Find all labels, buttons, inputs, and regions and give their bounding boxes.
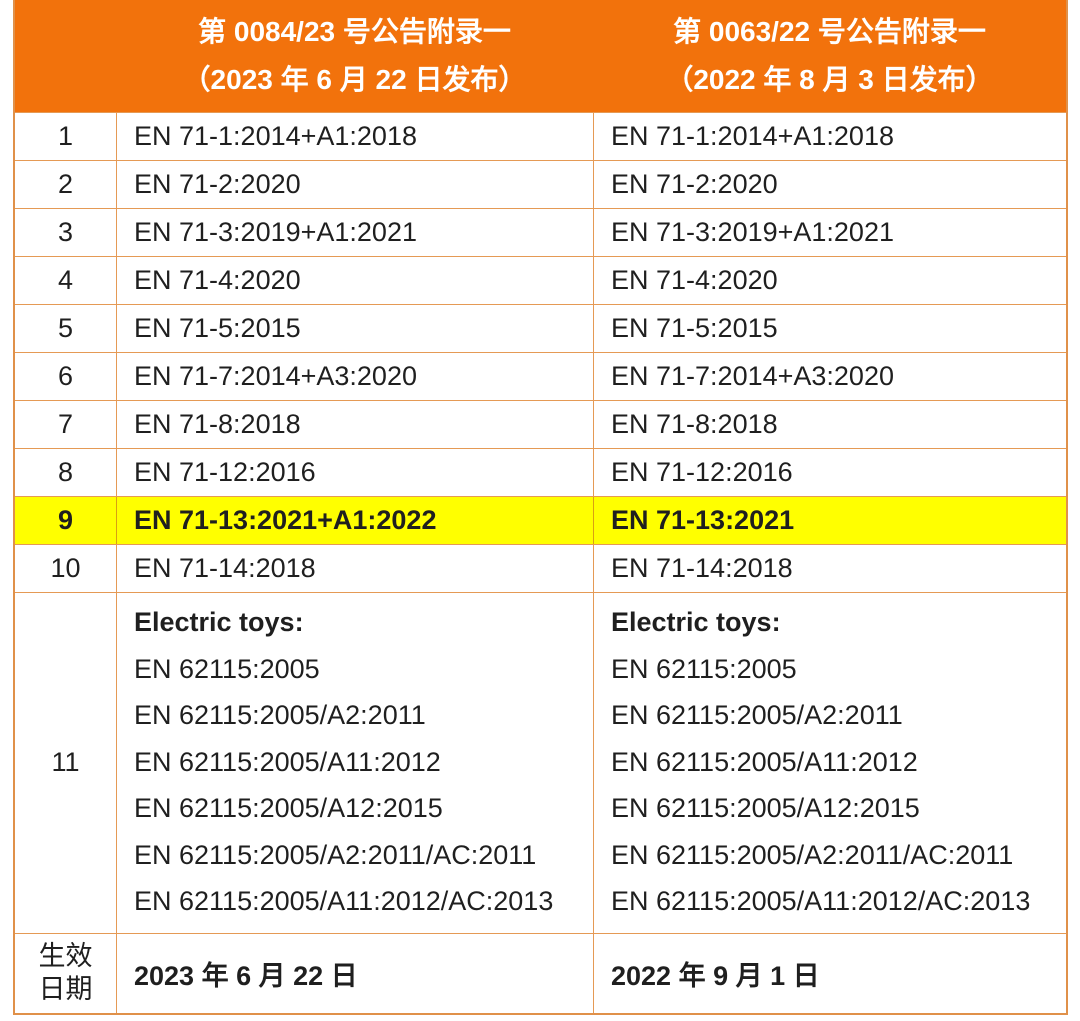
standard-b: EN 71-4:2020 <box>593 257 1066 304</box>
standard-line: EN 62115:2005/A11:2012/AC:2013 <box>611 886 1031 916</box>
row-number: 9 <box>57 505 74 535</box>
standard-a: EN 71-3:2019+A1:2021 <box>116 209 593 256</box>
standards-comparison-table: 第 0084/23 号公告附录一 （2023 年 6 月 22 日发布） 第 0… <box>13 0 1068 1015</box>
standard-a: EN 71-4:2020 <box>116 257 593 304</box>
table-row: 1 EN 71-1:2014+A1:2018 EN 71-1:2014+A1:2… <box>15 112 1066 160</box>
row-number: 5 <box>57 313 74 343</box>
standard-line: EN 62115:2005/A11:2012/AC:2013 <box>134 886 554 916</box>
standard-b: EN 71-1:2014+A1:2018 <box>593 113 1066 160</box>
standard-line: EN 62115:2005 <box>134 653 320 684</box>
row-number: 8 <box>57 457 74 487</box>
standard-a: EN 71-7:2014+A3:2020 <box>116 353 593 400</box>
standard-a: EN 71-5:2015 <box>116 305 593 352</box>
header-b-title: 第 0063/22 号公告附录一 <box>673 16 986 47</box>
row-number: 2 <box>57 169 74 199</box>
standard-line: EN 62115:2005/A12:2015 <box>611 793 920 823</box>
standard-a: EN 71-8:2018 <box>116 401 593 448</box>
row-number: 3 <box>57 217 74 247</box>
table-row: 4 EN 71-4:2020 EN 71-4:2020 <box>15 256 1066 304</box>
row-number: 10 <box>50 553 81 583</box>
electric-toys-heading: Electric toys: <box>611 607 781 637</box>
standard-b: EN 71-3:2019+A1:2021 <box>593 209 1066 256</box>
standard-b-list: Electric toys: EN 62115:2005 EN 62115:20… <box>593 593 1066 933</box>
table-row-electric-toys: 11 Electric toys: EN 62115:2005 EN 62115… <box>15 592 1066 933</box>
standard-line: EN 62115:2005/A2:2011/AC:2011 <box>134 839 537 870</box>
standard-b: EN 71-5:2015 <box>593 305 1066 352</box>
standard-b: EN 71-7:2014+A3:2020 <box>593 353 1066 400</box>
row-number: 4 <box>57 265 74 295</box>
table-row-effective-date: 生效 日期 2023 年 6 月 22 日 2022 年 9 月 1 日 <box>15 932 1066 1013</box>
row-number: 7 <box>57 409 74 439</box>
standard-line: EN 62115:2005 <box>611 653 797 684</box>
header-b-publish-date: （2022 年 8 月 3 日发布） <box>665 64 994 95</box>
table-header: 第 0084/23 号公告附录一 （2023 年 6 月 22 日发布） 第 0… <box>15 0 1066 112</box>
table-row: 5 EN 71-5:2015 EN 71-5:2015 <box>15 304 1066 352</box>
standard-line: EN 62115:2005/A2:2011 <box>134 700 426 730</box>
row-number: 6 <box>57 361 74 391</box>
table-row: 8 EN 71-12:2016 EN 71-12:2016 <box>15 448 1066 496</box>
effective-date-b: 2022 年 9 月 1 日 <box>593 933 1066 1013</box>
standard-a-list: Electric toys: EN 62115:2005 EN 62115:20… <box>116 593 593 933</box>
header-announcement-0084-23: 第 0084/23 号公告附录一 （2023 年 6 月 22 日发布） <box>116 0 593 112</box>
standard-b: EN 71-2:2020 <box>593 161 1066 208</box>
table-row: 7 EN 71-8:2018 EN 71-8:2018 <box>15 400 1066 448</box>
row-number: 11 <box>51 747 80 778</box>
standard-a: EN 71-2:2020 <box>116 161 593 208</box>
table-row: 10 EN 71-14:2018 EN 71-14:2018 <box>15 544 1066 592</box>
standard-a: EN 71-14:2018 <box>116 545 593 592</box>
header-a-publish-date: （2023 年 6 月 22 日发布） <box>182 64 527 95</box>
effective-date-label-line1: 生效 <box>38 941 93 971</box>
header-announcement-0063-22: 第 0063/22 号公告附录一 （2022 年 8 月 3 日发布） <box>593 0 1066 112</box>
standard-a: EN 71-1:2014+A1:2018 <box>116 113 593 160</box>
table-row: 3 EN 71-3:2019+A1:2021 EN 71-3:2019+A1:2… <box>15 208 1066 256</box>
row-number: 1 <box>57 121 74 151</box>
standard-line: EN 62115:2005/A2:2011 <box>611 700 903 730</box>
standard-a: EN 71-13:2021+A1:2022 <box>116 497 593 544</box>
header-number-column-spacer <box>15 0 116 112</box>
standard-line: EN 62115:2005/A11:2012 <box>611 746 918 777</box>
standard-b: EN 71-8:2018 <box>593 401 1066 448</box>
table-row-highlighted: 9 EN 71-13:2021+A1:2022 EN 71-13:2021 <box>15 496 1066 544</box>
standard-a: EN 71-12:2016 <box>116 449 593 496</box>
standard-b: EN 71-13:2021 <box>593 497 1066 544</box>
electric-toys-heading: Electric toys: <box>134 607 304 637</box>
table-row: 6 EN 71-7:2014+A3:2020 EN 71-7:2014+A3:2… <box>15 352 1066 400</box>
standard-b: EN 71-12:2016 <box>593 449 1066 496</box>
standard-line: EN 62115:2005/A12:2015 <box>134 793 443 823</box>
standard-line: EN 62115:2005/A2:2011/AC:2011 <box>611 839 1014 870</box>
effective-date-label: 生效 日期 <box>15 934 116 1013</box>
standard-line: EN 62115:2005/A11:2012 <box>134 746 441 777</box>
standard-b: EN 71-14:2018 <box>593 545 1066 592</box>
effective-date-label-line2: 日期 <box>38 974 93 1004</box>
effective-date-a: 2023 年 6 月 22 日 <box>116 933 593 1013</box>
header-a-title: 第 0084/23 号公告附录一 <box>198 16 511 47</box>
table-row: 2 EN 71-2:2020 EN 71-2:2020 <box>15 160 1066 208</box>
